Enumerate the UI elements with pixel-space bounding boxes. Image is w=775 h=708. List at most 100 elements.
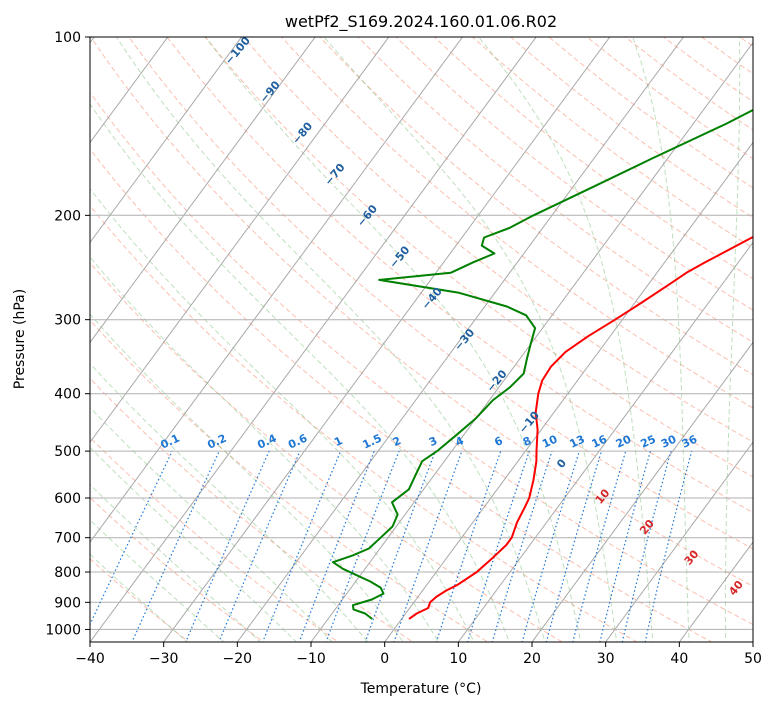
dry-adiabat-line xyxy=(242,37,753,443)
dry-adiabat-label: 0 xyxy=(554,456,569,470)
isotherm-line xyxy=(752,641,753,642)
moist-adiabat-line xyxy=(90,446,298,642)
mixing-ratio-line xyxy=(621,450,672,642)
mixing-ratio-line xyxy=(572,450,627,642)
moist-adiabat-line xyxy=(90,519,225,642)
moist-adiabat-line xyxy=(90,483,261,642)
chart-title: wetPf2_S169.2024.160.01.06.R02 xyxy=(285,12,557,32)
dry-adiabat-line xyxy=(166,37,753,514)
mixing-ratio-label: 25 xyxy=(639,433,658,451)
mixing-ratio-label: 0.1 xyxy=(159,432,182,452)
isotherm-line xyxy=(90,37,537,642)
x-tick-label: −20 xyxy=(223,651,253,667)
isotherm-line xyxy=(457,241,753,642)
moist-adiabat-line xyxy=(90,313,404,642)
x-tick-label: 50 xyxy=(744,651,762,667)
isotherm-line xyxy=(90,37,169,144)
y-tick-label: 900 xyxy=(54,595,81,611)
dry-adiabat-line xyxy=(280,37,753,409)
dry-adiabat-label: −70 xyxy=(322,161,348,188)
x-tick-label: 0 xyxy=(380,651,389,667)
dry-adiabat-label: −90 xyxy=(257,78,283,105)
mixing-ratio-line xyxy=(521,450,580,642)
moist-adiabat-label: 30 xyxy=(682,547,702,567)
mixing-ratio-line xyxy=(435,450,502,642)
dry-adiabat-line xyxy=(509,37,753,219)
x-axis: −40 −30 −20 −10 0 10 20 30 40 50 xyxy=(75,642,762,667)
mixing-ratio-line xyxy=(262,450,342,642)
dry-adiabat-line xyxy=(90,261,564,642)
isotherm-line xyxy=(90,37,464,543)
dry-adiabat-line xyxy=(319,37,753,376)
mixing-ratio-line xyxy=(393,450,463,642)
mixing-ratio-label: 10 xyxy=(540,432,560,450)
isotherm-line xyxy=(90,37,316,344)
dry-adiabat-line xyxy=(90,377,414,642)
isotherm-line xyxy=(163,37,611,642)
x-tick-label: 20 xyxy=(523,651,541,667)
moist-adiabat-label: 40 xyxy=(726,578,746,598)
y-axis-label: Pressure (hPa) xyxy=(12,289,28,389)
mixing-ratio-label: 30 xyxy=(659,432,679,450)
dry-adiabat-label: −50 xyxy=(387,243,413,270)
series-layer xyxy=(332,108,753,620)
mixing-ratio-label: 6 xyxy=(492,434,505,449)
isotherm-line xyxy=(310,41,753,642)
mixing-ratio-line xyxy=(599,450,651,642)
mixing-ratio-label: 3 xyxy=(427,434,439,449)
moist-adiabat-line xyxy=(478,37,654,642)
dry-adiabat-line xyxy=(90,91,753,626)
isotherm-line xyxy=(90,37,390,444)
mixing-ratio-label: 2 xyxy=(391,434,403,449)
moist-adiabat-line xyxy=(90,553,189,642)
isotherm-line xyxy=(531,341,753,642)
mixing-ratio-label: 13 xyxy=(568,433,587,451)
moist-adiabat-line xyxy=(90,103,510,642)
moist-adiabat-line xyxy=(90,406,333,642)
mixing-ratio-label: 8 xyxy=(521,434,533,449)
y-tick-label: 600 xyxy=(54,491,81,507)
x-tick-label: −30 xyxy=(149,651,179,667)
y-tick-label: 800 xyxy=(54,565,81,581)
dry-adiabat-label: −40 xyxy=(419,285,445,312)
dry-adiabat-line xyxy=(90,558,190,642)
isotherm-line xyxy=(384,141,753,642)
background-lines xyxy=(90,37,753,642)
moist-adiabat-line xyxy=(323,37,618,642)
x-tick-label: 10 xyxy=(449,651,467,667)
moist-adiabat-line xyxy=(632,37,690,642)
mixing-ratio-line xyxy=(466,450,530,642)
y-tick-label: 300 xyxy=(54,313,81,329)
mixing-ratio-label: 20 xyxy=(614,432,634,450)
y-tick-label: 400 xyxy=(54,387,81,403)
mixing-ratio-label: 36 xyxy=(680,432,700,450)
moist-adiabat-line xyxy=(90,362,369,642)
x-tick-label: 30 xyxy=(597,651,615,667)
dry-adiabat-label: −80 xyxy=(290,119,316,146)
mixing-ratio-line xyxy=(545,450,603,642)
y-tick-label: 500 xyxy=(54,444,81,460)
mixing-ratio-line xyxy=(644,450,693,642)
mixing-ratio-label: 16 xyxy=(590,432,610,450)
y-tick-label: 700 xyxy=(54,531,81,547)
dry-adiabat-line xyxy=(90,148,713,642)
dry-adiabat-line xyxy=(90,436,340,642)
plot-frame xyxy=(89,36,754,643)
dry-adiabat-line xyxy=(738,37,753,47)
isotherm-line xyxy=(236,37,685,642)
isotherm-line xyxy=(90,37,243,244)
y-tick-label: 100 xyxy=(54,30,81,46)
mixing-ratio-line xyxy=(218,450,301,642)
isotherm-line xyxy=(678,541,753,642)
x-axis-label: Temperature (°C) xyxy=(360,681,482,697)
dry-adiabat-line xyxy=(90,204,639,642)
mixing-ratio-line xyxy=(90,450,173,626)
mixing-ratio-line xyxy=(185,450,270,642)
mixing-ratio-line xyxy=(131,450,220,642)
moist-adiabat-line xyxy=(115,37,546,642)
mixing-ratio-label: 0.2 xyxy=(205,432,228,452)
dewpoint-profile-line xyxy=(332,108,753,620)
dry-adiabat-line xyxy=(204,37,753,478)
y-tick-label: 1000 xyxy=(45,622,81,638)
